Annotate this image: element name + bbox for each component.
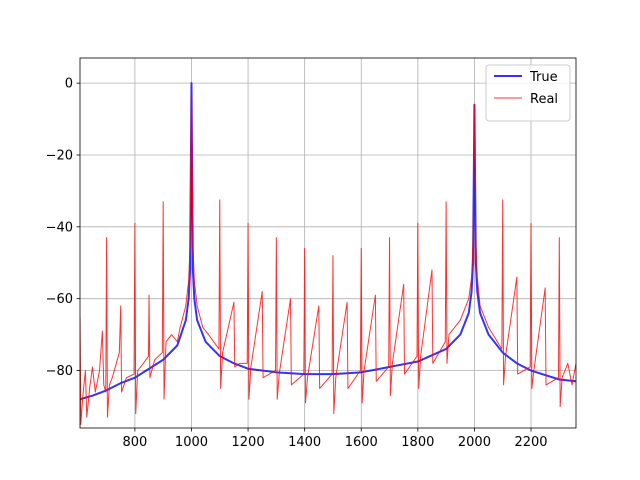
- x-tick-label: 800: [122, 435, 147, 450]
- x-tick-label: 1400: [288, 435, 321, 450]
- x-tick-label: 2200: [514, 435, 547, 450]
- legend-label: True: [529, 70, 558, 85]
- legend-box: [485, 64, 571, 122]
- x-tick-label: 1800: [401, 435, 434, 450]
- x-tick-label: 1000: [175, 435, 208, 450]
- x-tick-label: 2000: [458, 435, 491, 450]
- ticks: 800 1000 1200 1400 1600 1800 2000 2200 −80 −60 −40…: [46, 77, 548, 450]
- y-tick-label: −20: [46, 148, 73, 163]
- legend: True Real: [485, 64, 571, 122]
- x-tick-label: 1200: [232, 435, 265, 450]
- legend-label: Real: [530, 92, 558, 107]
- y-tick-label: −80: [46, 364, 73, 379]
- plot-lines: [80, 82, 576, 425]
- y-tick-label: −60: [46, 292, 73, 307]
- y-tick-label: 0: [65, 77, 73, 92]
- axes-frame: [79, 57, 577, 429]
- series-line: [80, 82, 576, 401]
- series-line: [80, 82, 576, 425]
- x-tick-label: 1600: [345, 435, 378, 450]
- y-tick-label: −40: [46, 220, 73, 235]
